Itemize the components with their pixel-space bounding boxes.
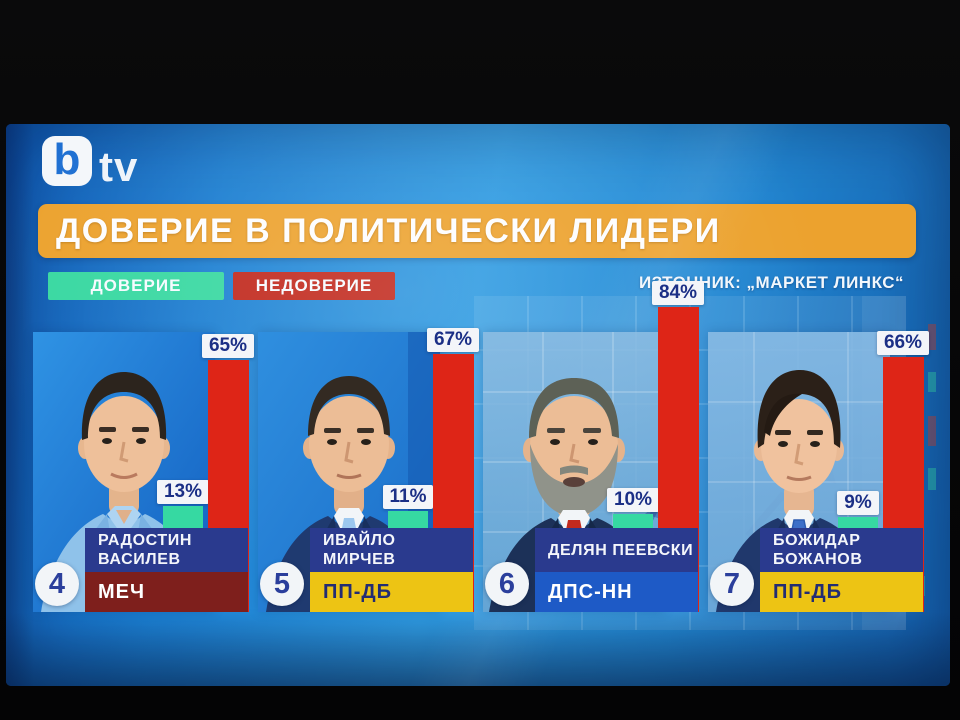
left-shade-overlay xyxy=(6,124,34,686)
party-label: МЕЧ xyxy=(98,580,146,603)
rank-number: 6 xyxy=(498,567,516,600)
politician-name: БОЖИДАР xyxy=(773,532,861,549)
politician-module-peevski: 10% 84% ДЕЛЯН ПЕЕВСКИ ДПС-НН 6 xyxy=(480,124,705,686)
party-box: ДПС-НН xyxy=(535,572,698,612)
politician-name-box: ДЕЛЯН ПЕЕВСКИ xyxy=(535,528,698,572)
page-title: ДОВЕРИЕ В ПОЛИТИЧЕСКИ ЛИДЕРИ xyxy=(56,211,721,250)
politician-name-box: РАДОСТИН ВАСИЛЕВ xyxy=(85,528,248,572)
legend-trust: ДОВЕРИЕ xyxy=(48,272,224,300)
rank-badge: 6 xyxy=(485,562,529,606)
btv-logo-tv-text: tv xyxy=(99,143,139,191)
distrust-value-label: 65% xyxy=(201,334,255,358)
politician-name: ИВАЙЛО МИРЧЕВ xyxy=(323,532,396,568)
btv-logo-b-icon: b xyxy=(42,136,92,186)
legend-distrust: НЕДОВЕРИЕ xyxy=(233,272,395,300)
rank-badge: 4 xyxy=(35,562,79,606)
rank-number: 4 xyxy=(48,567,66,600)
trust-value-label: 11% xyxy=(382,485,434,509)
party-label: ПП-ДБ xyxy=(323,580,393,603)
politician-module-vasilev: 13% 65% РАДОСТИН ВАСИЛЕВ МЕЧ 4 xyxy=(30,124,255,686)
party-box: ПП-ДБ xyxy=(760,572,923,612)
party-box: ПП-ДБ xyxy=(310,572,473,612)
title-banner: ДОВЕРИЕ В ПОЛИТИЧЕСКИ ЛИДЕРИ xyxy=(38,204,916,258)
party-label: ПП-ДБ xyxy=(773,580,843,603)
party-label: ДПС-НН xyxy=(548,580,633,603)
politician-module-mirchev: 11% 67% ИВАЙЛО МИРЧЕВ ПП-ДБ 5 xyxy=(255,124,480,686)
legend-distrust-label: НЕДОВЕРИЕ xyxy=(255,276,373,295)
legend-trust-label: ДОВЕРИЕ xyxy=(90,276,182,295)
politician-name: ДЕЛЯН ПЕЕВСКИ xyxy=(548,541,694,559)
politician-module-bozhanov: 9% 66% БОЖИДАР БОЖАНОВ ПП-ДБ 7 xyxy=(705,124,930,686)
trust-value-label: 10% xyxy=(606,488,660,512)
politician-name: РАДОСТИН xyxy=(98,532,193,549)
distrust-value-label: 66% xyxy=(876,331,930,355)
trust-value-label: 9% xyxy=(837,491,879,515)
trust-value-label: 13% xyxy=(156,480,210,504)
source-label: ИЗТОЧНИК: „МАРКЕТ ЛИНКС“ xyxy=(638,273,904,292)
rank-badge: 5 xyxy=(260,562,304,606)
rank-number: 7 xyxy=(723,567,741,600)
politician-name-box: БОЖИДАР БОЖАНОВ xyxy=(760,528,923,572)
distrust-value-label: 67% xyxy=(426,328,480,352)
party-box: МЕЧ xyxy=(85,572,248,612)
politician-name-2: БОЖАНОВ xyxy=(773,551,863,568)
politician-name-2: ВАСИЛЕВ xyxy=(98,551,181,568)
rank-badge: 7 xyxy=(710,562,754,606)
rank-number: 5 xyxy=(273,567,291,600)
distrust-value-label: 84% xyxy=(651,281,705,305)
politician-name-box: ИВАЙЛО МИРЧЕВ xyxy=(310,528,473,572)
btv-logo: b tv xyxy=(42,136,139,191)
tv-screen: b tv ДОВЕРИЕ В ПОЛИТИЧЕСКИ ЛИДЕРИ ДОВЕРИ… xyxy=(6,124,950,686)
bottom-shade-overlay xyxy=(6,612,950,686)
